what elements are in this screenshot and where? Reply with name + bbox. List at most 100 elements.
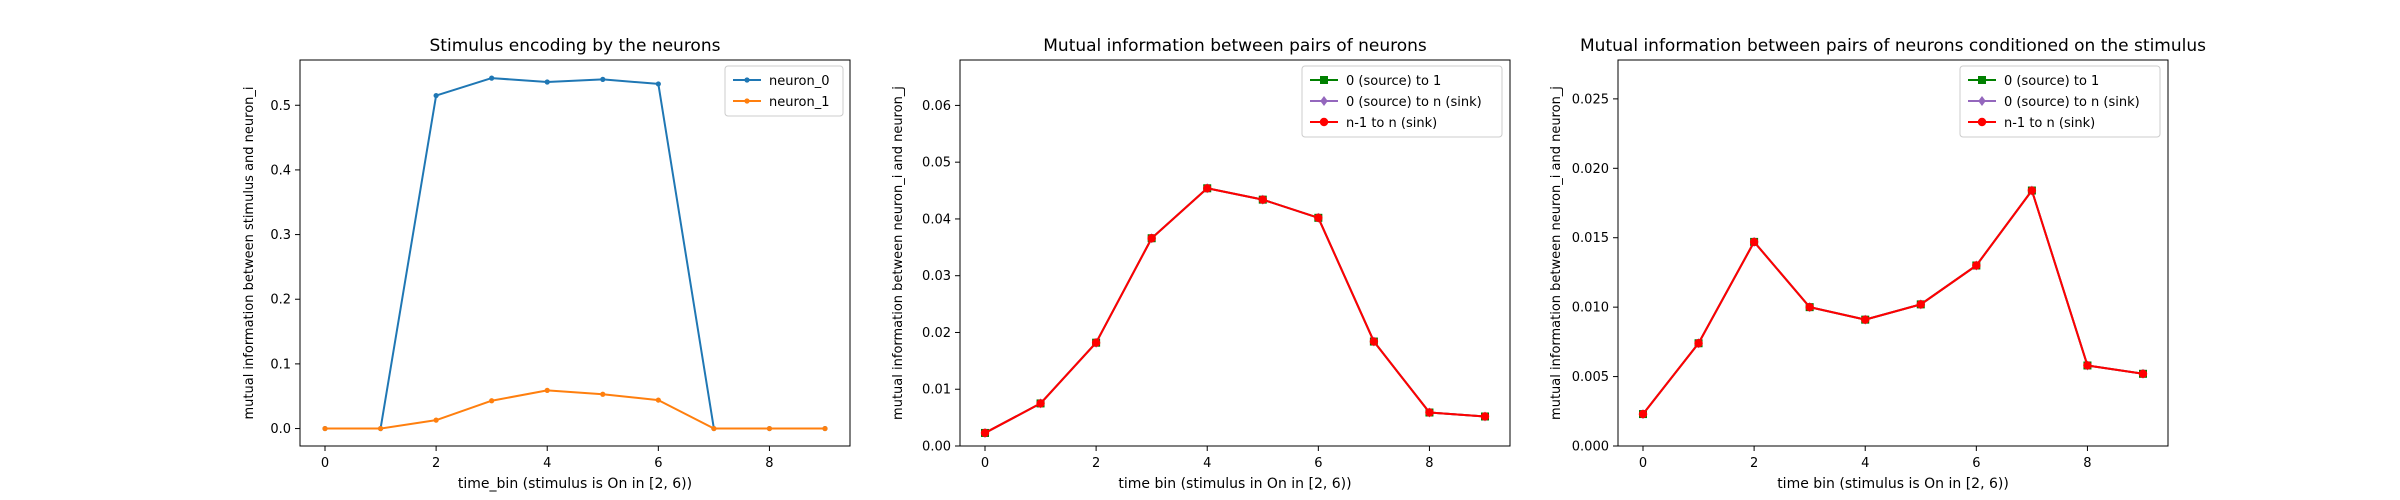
data-point (489, 75, 495, 81)
legend-label: n-1 to n (sink) (1346, 116, 1437, 131)
data-point (322, 425, 328, 432)
data-point (2138, 369, 2148, 378)
series-line-3 (984, 187, 1486, 434)
y-tick-label: 0.010 (1572, 301, 1609, 316)
data-point (1638, 409, 1648, 419)
legend-label: 0 (source) to n (sink) (1346, 95, 1482, 110)
y-tick-label: 0.020 (1572, 162, 1609, 177)
data-point (544, 79, 550, 85)
x-axis-label: time_bin (stimulus is On in [2, 6)) (458, 476, 692, 492)
data-point (1749, 237, 1759, 247)
x-tick-label: 4 (1861, 456, 1869, 471)
data-point (377, 425, 384, 432)
legend-label: neuron_0 (769, 74, 830, 89)
chart-panel-2: Mutual information between pairs of neur… (891, 36, 1511, 492)
data-point (1805, 302, 1814, 312)
data-point (1091, 338, 1101, 347)
data-point (822, 425, 828, 432)
data-point (766, 425, 773, 432)
data-point (1203, 184, 1212, 193)
y-tick-label: 0.005 (1572, 370, 1609, 385)
y-tick-label: 0.0 (270, 422, 291, 437)
x-tick-label: 8 (765, 456, 773, 471)
legend-label: n-1 to n (sink) (2004, 116, 2095, 131)
data-point (433, 92, 439, 99)
data-point (711, 425, 717, 432)
data-point (489, 398, 495, 404)
data-point (600, 76, 606, 82)
data-point (1861, 315, 1870, 324)
data-point (544, 387, 550, 393)
legend-label: neuron_1 (769, 95, 830, 110)
x-tick-label: 2 (1750, 456, 1758, 471)
data-point (1314, 213, 1323, 223)
data-point (1425, 408, 1434, 417)
data-point (655, 81, 661, 87)
x-tick-label: 4 (543, 456, 551, 471)
data-point (2083, 361, 2092, 370)
axes-frame (959, 59, 1511, 447)
chart-title: Stimulus encoding by the neurons (430, 36, 721, 56)
data-point (1036, 399, 1045, 408)
x-tick-label: 0 (1639, 456, 1647, 471)
data-point (1369, 337, 1379, 346)
legend-marker (1978, 76, 1986, 84)
y-tick-label: 0.4 (270, 163, 291, 178)
y-tick-label: 0.025 (1572, 92, 1609, 107)
y-tick-label: 0.02 (922, 326, 951, 341)
x-tick-label: 0 (981, 456, 989, 471)
y-axis-label: mutual information between neuron_i and … (1549, 86, 1564, 420)
data-point (2027, 186, 2037, 195)
x-tick-label: 6 (654, 456, 662, 471)
y-tick-label: 0.00 (922, 440, 951, 455)
y-tick-label: 0.5 (270, 99, 291, 114)
legend-marker (1977, 117, 1987, 127)
legend-marker (1319, 117, 1329, 127)
x-axis-label: time bin (stimulus in On in [2, 6)) (1118, 476, 1351, 492)
x-tick-label: 2 (1092, 456, 1100, 471)
data-point (1147, 234, 1156, 243)
y-tick-label: 0.03 (922, 269, 951, 284)
y-tick-label: 0.05 (922, 156, 951, 171)
data-point (655, 397, 661, 403)
y-tick-label: 0.04 (922, 212, 951, 227)
data-point (1480, 412, 1490, 421)
legend-marker (1320, 96, 1328, 106)
legend-label: 0 (source) to 1 (1346, 74, 1441, 89)
data-point (600, 391, 606, 397)
data-point (1916, 300, 1925, 309)
series-line-3 (1642, 189, 2144, 415)
legend-box (724, 65, 844, 117)
data-point (980, 428, 990, 438)
data-point (433, 417, 439, 423)
x-tick-label: 4 (1203, 456, 1211, 471)
y-axis-label: mutual information between neuron_i and … (891, 86, 906, 420)
data-point (1258, 195, 1267, 204)
legend-label: 0 (source) to n (sink) (2004, 95, 2140, 110)
x-tick-label: 6 (1972, 456, 1980, 471)
legend-marker (1978, 96, 1986, 106)
legend-box (1959, 65, 2161, 138)
y-tick-label: 0.3 (270, 228, 291, 243)
chart-title: Mutual information between pairs of neur… (1580, 36, 2206, 56)
legend-label: 0 (source) to 1 (2004, 74, 2099, 89)
axes-frame (299, 59, 851, 447)
y-tick-label: 0.000 (1572, 440, 1609, 455)
x-tick-label: 0 (321, 456, 329, 471)
data-point (1972, 261, 1981, 270)
y-tick-label: 0.01 (922, 383, 951, 398)
x-tick-label: 2 (432, 456, 440, 471)
x-tick-label: 8 (1425, 456, 1433, 471)
legend-marker (1320, 76, 1328, 84)
x-tick-label: 6 (1314, 456, 1322, 471)
x-axis-label: time bin (stimulus is On in [2, 6)) (1777, 476, 2009, 492)
y-tick-label: 0.06 (922, 99, 951, 114)
legend: neuron_0 neuron_1 (724, 65, 844, 117)
y-tick-label: 0.2 (270, 293, 291, 308)
legend-box (1301, 65, 1503, 138)
chart-panel-1: Stimulus encoding by the neurons 0 2 4 6 8 0.0… (242, 36, 851, 492)
legend: 0 (source) to 1 0 (source) to n (sink) n-1… (1301, 65, 1503, 138)
y-tick-label: 0.015 (1572, 231, 1609, 246)
chart-panel-3: Mutual information between pairs of neur… (1549, 36, 2206, 492)
